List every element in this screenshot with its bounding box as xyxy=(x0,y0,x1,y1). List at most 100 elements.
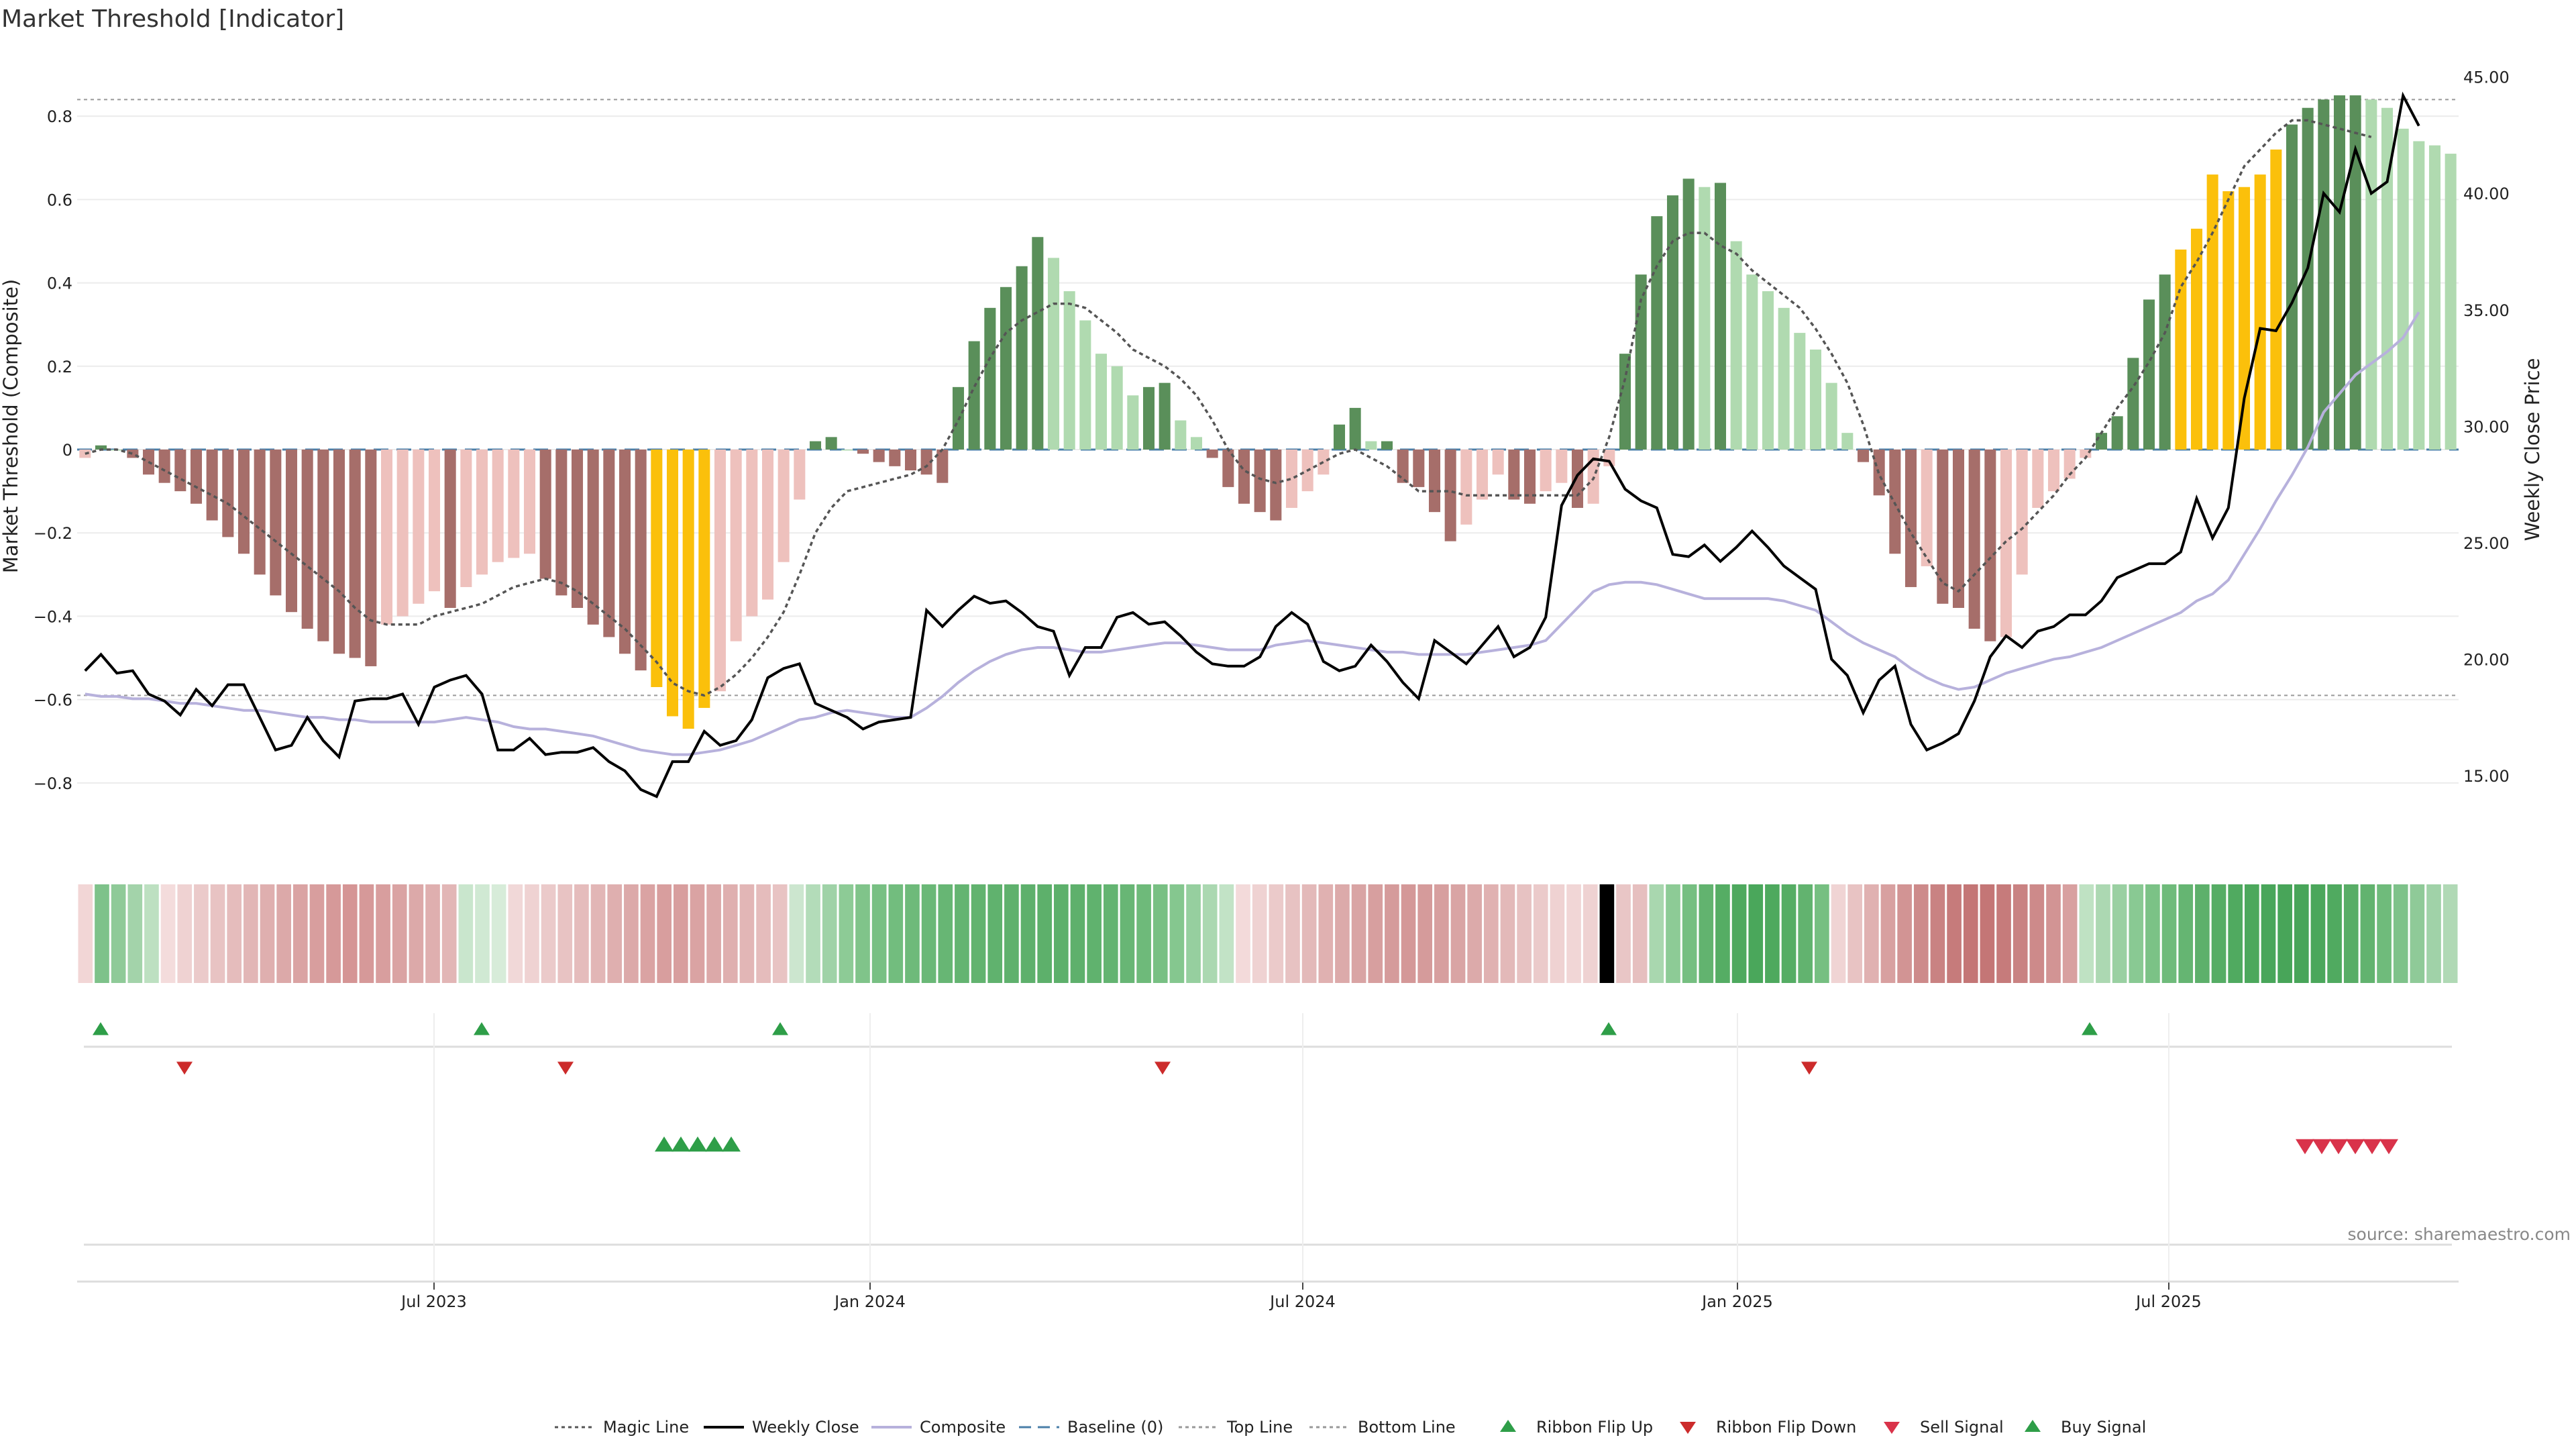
composite-bar xyxy=(508,450,520,558)
sell-signal-marker xyxy=(2296,1139,2314,1155)
composite-bar xyxy=(95,445,107,450)
ribbon-cell xyxy=(938,884,953,983)
ribbon-cell xyxy=(392,884,407,983)
composite-bar xyxy=(1032,237,1044,450)
legend-label: Buy Signal xyxy=(2061,1418,2146,1437)
composite-bar xyxy=(1619,354,1631,450)
composite-bar xyxy=(746,450,758,617)
composite-bar xyxy=(1651,216,1663,450)
ribbon-cell xyxy=(1401,884,1416,983)
composite-bar xyxy=(444,450,456,608)
composite-bar xyxy=(2063,450,2076,479)
composite-bar xyxy=(2286,124,2298,450)
ribbon-cell xyxy=(1765,884,1780,983)
ribbon-cell xyxy=(2029,884,2045,983)
left-tick-label: 0.2 xyxy=(47,358,72,376)
legend-weekly-close: Weekly Close xyxy=(704,1418,859,1437)
ribbon-flip-down-marker xyxy=(1155,1061,1171,1075)
ribbon-cell xyxy=(640,884,655,983)
legend-label: Ribbon Flip Up xyxy=(1536,1418,1653,1437)
composite-bar xyxy=(603,450,615,637)
composite-bar xyxy=(396,450,409,617)
composite-bar xyxy=(1794,333,1806,450)
ribbon-cell xyxy=(1897,884,1912,983)
ribbon-cell xyxy=(1219,884,1234,983)
ribbon-cell xyxy=(491,884,506,983)
composite-bar xyxy=(1318,450,1330,475)
sell-signal-marker xyxy=(2346,1139,2365,1155)
ribbon-cell xyxy=(1037,884,1053,983)
ribbon-cell xyxy=(1120,884,1135,983)
composite-bar xyxy=(2349,95,2361,450)
ribbon-cell xyxy=(425,884,440,983)
composite-line xyxy=(85,311,2420,756)
sell-signal-marker xyxy=(2363,1139,2381,1155)
left-tick-label: 0 xyxy=(62,441,72,460)
composite-bar xyxy=(1857,450,1870,462)
ribbon-cell xyxy=(1632,884,1648,983)
ribbon-cell xyxy=(921,884,936,983)
composite-bar xyxy=(1746,274,1758,450)
composite-bar xyxy=(2143,299,2155,450)
ribbon-cell xyxy=(1368,884,1383,983)
left-tick-label: −0.2 xyxy=(34,524,72,543)
composite-bar xyxy=(587,450,599,625)
x-tick-label: Jul 2023 xyxy=(400,1292,467,1311)
ribbon-cell xyxy=(2046,884,2061,983)
composite-bar xyxy=(1333,424,1346,450)
composite-bar xyxy=(523,450,536,554)
ribbon-cell xyxy=(1152,884,1168,983)
ribbon-flip-up-marker xyxy=(1601,1022,1617,1035)
ribbon-cell xyxy=(722,884,738,983)
ribbon-cell xyxy=(1434,884,1449,983)
composite-bar xyxy=(1285,450,1298,508)
composite-bar xyxy=(158,450,170,483)
legend-swatch xyxy=(1500,1420,1516,1432)
ribbon-cell xyxy=(1136,884,1151,983)
composite-bar xyxy=(1159,382,1171,450)
ribbon-cell xyxy=(276,884,291,983)
composite-bar xyxy=(857,450,869,454)
composite-bar xyxy=(174,450,186,492)
composite-bar xyxy=(333,450,345,654)
right-axis-ticks: 45.00 40.00 35.00 30.00 25.00 20.00 15.00 xyxy=(2463,68,2510,786)
composite-bar xyxy=(841,450,853,451)
ribbon-cell xyxy=(1864,884,1879,983)
legend-label: Magic Line xyxy=(603,1418,689,1437)
ribbon-cell xyxy=(508,884,523,983)
ribbon-cell xyxy=(458,884,474,983)
composite-bar xyxy=(317,450,329,641)
ribbon-cell xyxy=(871,884,887,983)
ribbon-cell xyxy=(2443,884,2458,983)
composite-bar xyxy=(1841,433,1854,450)
ribbon-flip-down-marker xyxy=(176,1061,193,1075)
composite-bar xyxy=(730,450,742,641)
ribbon-cell xyxy=(1599,884,1615,983)
ribbon-cell xyxy=(1748,884,1764,983)
ribbon-cell xyxy=(1847,884,1862,983)
ribbon-cell xyxy=(1582,884,1598,983)
composite-bar xyxy=(2111,416,2123,450)
legend-magic-line: Magic Line xyxy=(555,1418,689,1437)
ribbon-cell xyxy=(1666,884,1680,983)
composite-bar xyxy=(2318,99,2330,450)
composite-bar xyxy=(206,450,218,521)
ribbon-cell xyxy=(806,884,820,983)
ribbon-cell xyxy=(309,884,325,983)
composite-bar xyxy=(301,450,313,629)
composite-bar xyxy=(794,450,806,500)
composite-bar xyxy=(1079,320,1091,450)
composite-bar xyxy=(1540,450,1552,492)
ribbon-cell xyxy=(772,884,788,983)
composite-bar xyxy=(2333,95,2346,450)
ribbon-cell xyxy=(409,884,424,983)
legend: Magic Line Weekly Close Composite Baseline … xyxy=(555,1418,2146,1437)
legend-ribbon-flip-down: Ribbon Flip Down xyxy=(1680,1418,1856,1437)
sell-signal-marker xyxy=(2329,1139,2348,1155)
legend-swatch xyxy=(1884,1422,1900,1434)
composite-bar xyxy=(619,450,631,654)
composite-bar xyxy=(2445,154,2457,450)
right-tick-label: 40.00 xyxy=(2463,185,2510,203)
composite-bar xyxy=(2413,141,2425,450)
ribbon-cell xyxy=(1533,884,1548,983)
